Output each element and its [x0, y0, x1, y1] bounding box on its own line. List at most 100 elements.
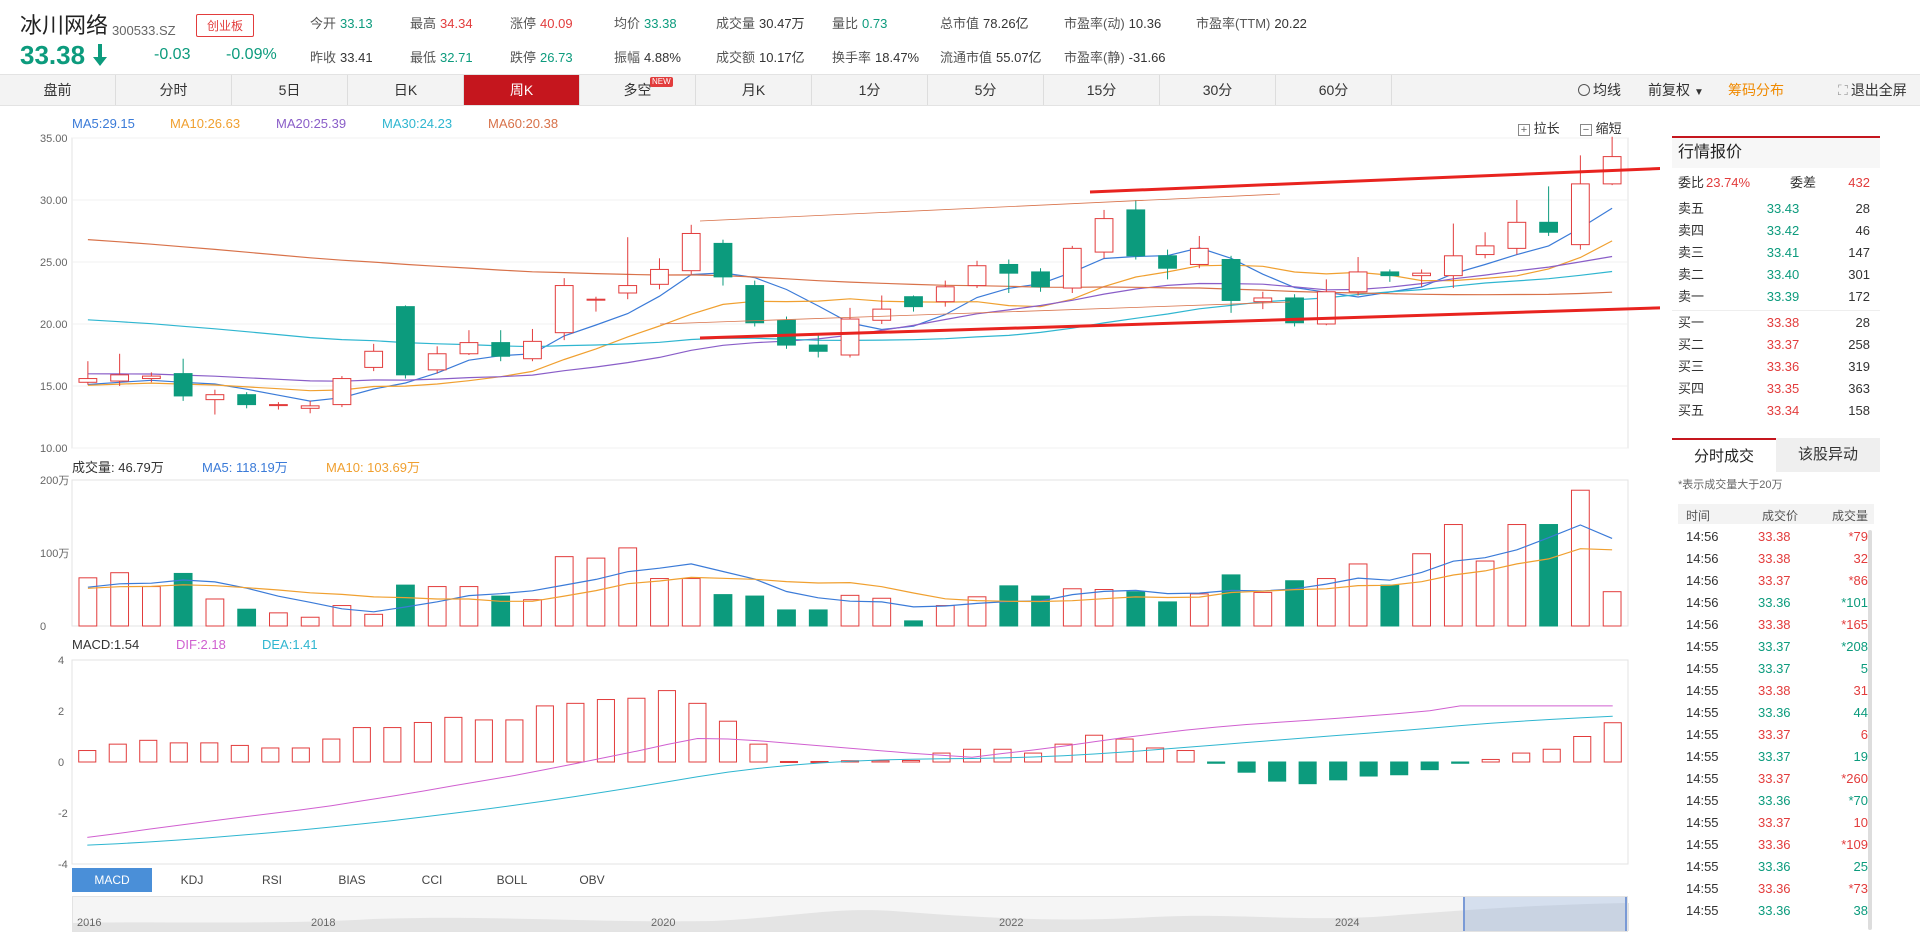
quote-field: 最低 32.71 [410, 47, 473, 66]
trade-volume: 6 [1860, 727, 1868, 742]
macd-bar [1207, 761, 1226, 764]
indicator-tab[interactable]: RSI [261, 873, 282, 887]
volume-bar [681, 578, 701, 627]
indicator-tab[interactable]: CCI [421, 873, 443, 887]
macd-bar [901, 759, 921, 763]
book-price: 33.35 [1766, 381, 1800, 396]
time-navigator[interactable]: 2016 2018 2020 2022 2024 [72, 896, 1629, 932]
period-tab[interactable]: 5日 [232, 75, 348, 105]
trade-row: 14:55 33.36 *109 [1678, 834, 1874, 856]
trade-row: 14:55 33.38 31 [1678, 680, 1874, 702]
period-tab[interactable]: 盘前 [0, 75, 116, 105]
indicator-tab[interactable]: BOLL [496, 873, 528, 887]
candle-body [141, 375, 161, 380]
trade-price: 33.36 [1758, 837, 1791, 852]
legend-item: DIF:2.18 [176, 637, 226, 652]
book-volume: 28 [1855, 315, 1870, 330]
macd-bar [291, 747, 310, 763]
trade-volume: *165 [1841, 617, 1868, 632]
trade-volume: 25 [1853, 859, 1868, 874]
navigator-window[interactable] [1463, 897, 1627, 931]
volume-bar [1570, 489, 1590, 627]
quote-value: 30.47万 [759, 16, 805, 31]
quote-label: 均价 [614, 16, 641, 31]
price-pane-frame [71, 137, 1629, 449]
candle-body [840, 318, 860, 356]
macd-bar [810, 760, 829, 763]
trade-time: 14:56 [1686, 595, 1719, 610]
period-tab[interactable]: 60分 [1276, 75, 1392, 105]
trade-row: 14:56 33.38 *165 [1678, 614, 1874, 636]
quote-field: 成交量 30.47万 [716, 13, 805, 32]
kline-chart[interactable]: 35.00 30.00 25.00 20.00 15.00 10.00 200万 100万 0 4… [0, 106, 1660, 932]
macd-bar [1481, 758, 1500, 763]
macd-bar [78, 750, 97, 763]
period-tab[interactable]: 30分 [1160, 75, 1276, 105]
zoom-in-button[interactable]: + 拉长 [1518, 118, 1560, 137]
period-tab[interactable]: 1分 [812, 75, 928, 105]
exit-fullscreen-button[interactable]: ⛶ 退出全屏 [1838, 75, 1907, 105]
volume-bar [777, 609, 796, 627]
book-volume: 158 [1848, 403, 1870, 418]
candle-body [1539, 221, 1559, 233]
trade-row: 14:55 33.36 44 [1678, 702, 1874, 724]
tab-stock-alerts[interactable]: 该股异动 [1776, 438, 1880, 472]
volume-bar [1126, 591, 1146, 627]
period-tab[interactable]: 月K [696, 75, 812, 105]
quote-label: 换手率 [832, 50, 872, 65]
ma-label: 均线 [1593, 82, 1621, 98]
period-tab[interactable]: 周K [464, 75, 580, 105]
board-badge[interactable]: 创业板 [196, 14, 255, 37]
macd-bar [139, 739, 158, 763]
quote-field: 振幅 4.88% [614, 47, 681, 66]
zoom-out-button[interactable]: − 缩短 [1580, 118, 1622, 137]
legend-item: MA20:25.39 [276, 116, 347, 131]
quote-value: 20.22 [1274, 16, 1307, 31]
period-tab[interactable]: 日K [348, 75, 464, 105]
ma-toggle[interactable]: 均线 [1578, 75, 1621, 105]
ma-icon [1578, 84, 1590, 96]
tab-tick-trades[interactable]: 分时成交 [1672, 438, 1776, 472]
candle-body [1094, 218, 1114, 253]
indicator-tab[interactable]: OBV [579, 873, 605, 887]
candle-body [523, 340, 542, 360]
quote-label: 今开 [310, 16, 337, 31]
volume-bar [1602, 591, 1622, 627]
down-arrow-icon [93, 44, 107, 66]
macd-bar [1512, 752, 1531, 763]
adjust-dropdown[interactable]: 前复权 ▼ [1648, 75, 1704, 105]
quote-field: 市盈率(TTM) 20.22 [1196, 13, 1307, 32]
trade-row: 14:55 33.36 25 [1678, 856, 1874, 878]
quote-value: 18.47% [875, 50, 920, 65]
macd-bar [871, 760, 890, 763]
trade-row: 14:55 33.36 38 [1678, 900, 1874, 922]
quote-field: 市盈率(动) 10.36 [1064, 13, 1161, 32]
trade-scrollbar[interactable] [1868, 530, 1872, 930]
book-level: 买二 [1678, 337, 1705, 352]
quote-label: 昨收 [310, 50, 337, 65]
order-book-row: 买五 33.34 158 [1678, 400, 1874, 422]
volume-bar [1316, 578, 1336, 627]
candle-body [1475, 245, 1495, 256]
period-tab[interactable]: 分时 [116, 75, 232, 105]
quote-field: 跌停 26.73 [510, 47, 573, 66]
volume-bar [1094, 589, 1114, 627]
trade-price: 33.36 [1758, 881, 1791, 896]
period-tab-label: 日K [393, 82, 418, 98]
volume-bar [713, 594, 733, 627]
period-tab[interactable]: 15分 [1044, 75, 1160, 105]
chip-distribution-button[interactable]: 筹码分布 [1728, 82, 1784, 98]
volume-bar [808, 609, 828, 627]
indicator-tab[interactable]: MACD [72, 868, 152, 892]
period-tab[interactable]: 5分 [928, 75, 1044, 105]
minus-box-icon: − [1580, 124, 1592, 136]
price-tick-label: 30.00 [40, 195, 68, 207]
indicator-tab[interactable]: KDJ [180, 873, 204, 887]
order-book-row: 卖二 33.40 301 [1678, 264, 1874, 286]
indicator-tab[interactable]: BIAS [338, 873, 366, 887]
trade-row: 14:55 33.37 10 [1678, 812, 1874, 834]
quote-field: 量比 0.73 [832, 13, 887, 32]
candle-body [1412, 272, 1431, 277]
period-tab[interactable]: 多空 NEW [580, 75, 696, 105]
volume-bar [650, 578, 669, 627]
